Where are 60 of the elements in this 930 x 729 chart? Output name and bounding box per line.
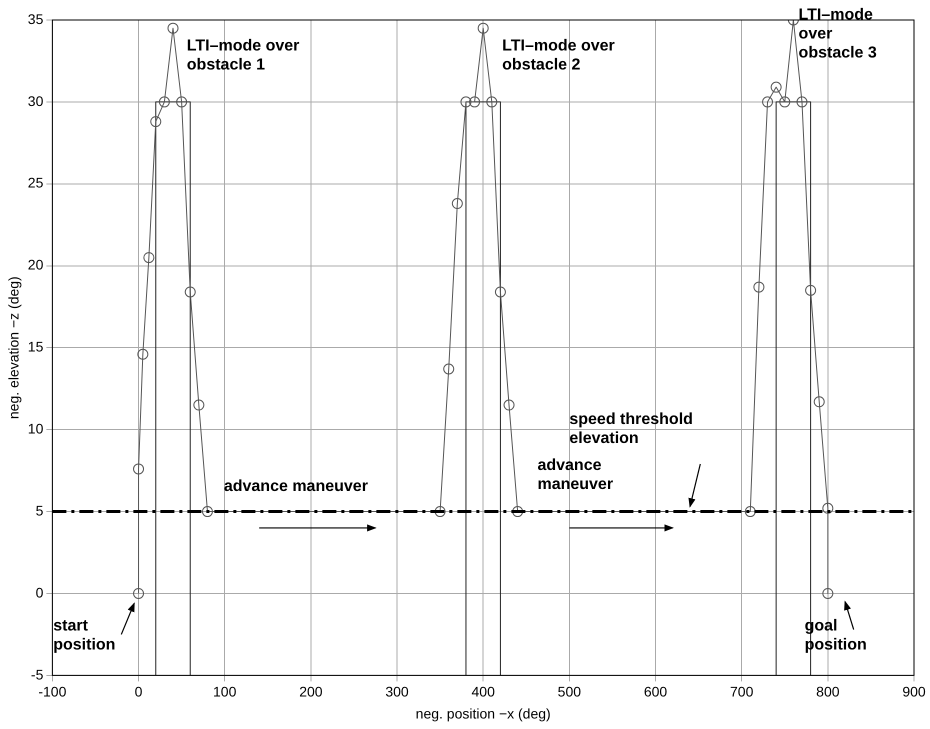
x-tick-label: 600 <box>644 684 668 700</box>
annotation: advance maneuver <box>224 478 368 496</box>
point <box>460 96 472 108</box>
y-tick-label: 0 <box>36 584 44 600</box>
point <box>796 96 808 108</box>
point <box>512 506 524 518</box>
point <box>822 502 834 514</box>
y-tick-label: 5 <box>36 502 44 518</box>
x-tick-label: 400 <box>472 684 496 700</box>
annotation: LTI–mode over obstacle 3 <box>798 6 877 62</box>
x-tick-label: 0 <box>134 684 143 700</box>
y-tick-label: 10 <box>28 420 44 436</box>
point <box>762 96 774 108</box>
annotation: LTI–mode over obstacle 2 <box>502 37 615 74</box>
point <box>150 116 162 128</box>
y-tick-label: -5 <box>30 666 44 682</box>
point <box>143 252 154 264</box>
point <box>494 286 506 298</box>
annotation: speed threshold elevation <box>569 411 693 448</box>
point <box>469 96 480 108</box>
point <box>133 588 144 599</box>
x-tick-label: 900 <box>902 684 926 700</box>
point <box>176 96 188 108</box>
y-tick-label: 30 <box>28 92 44 109</box>
point <box>452 198 463 210</box>
point <box>168 22 178 34</box>
y-axis-title: neg. elevation −z (deg) <box>5 276 22 420</box>
point <box>822 588 834 599</box>
annotation: LTI–mode over obstacle 1 <box>186 37 300 74</box>
point <box>486 96 498 108</box>
point <box>434 506 446 518</box>
x-tick-label: 800 <box>816 684 840 700</box>
x-axis-title: neg. position −x (deg) <box>416 705 551 722</box>
point <box>193 400 204 411</box>
point <box>133 463 144 474</box>
x-tick-label: -100 <box>38 684 67 700</box>
point <box>202 506 213 518</box>
annotation: advance maneuver <box>537 456 614 493</box>
point <box>779 96 790 108</box>
x-tick-label: 300 <box>385 684 409 700</box>
point <box>814 396 825 408</box>
point <box>805 284 816 296</box>
point <box>184 286 196 298</box>
point <box>158 96 170 108</box>
point <box>478 22 489 34</box>
x-tick-label: 200 <box>299 684 323 700</box>
point <box>137 348 148 360</box>
point <box>770 82 782 93</box>
point <box>504 400 515 411</box>
point <box>443 364 454 374</box>
point <box>753 282 764 293</box>
x-tick-label: 500 <box>558 684 582 700</box>
y-tick-label: 25 <box>28 174 44 191</box>
y-tick-label: 20 <box>28 256 44 273</box>
x-tick-label: 100 <box>213 684 237 700</box>
x-tick-label: 700 <box>730 684 754 700</box>
y-tick-label: 15 <box>28 338 44 355</box>
point <box>744 506 756 518</box>
annotation: start position <box>53 617 116 654</box>
y-tick-label: 35 <box>28 10 44 27</box>
